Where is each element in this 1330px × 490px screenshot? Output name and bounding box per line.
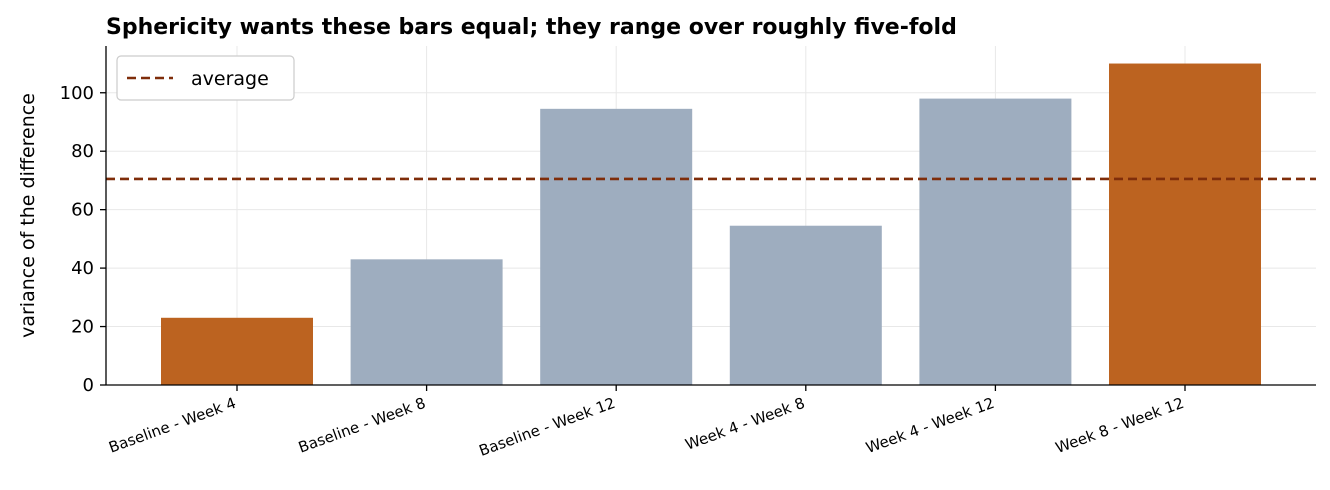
legend-label-average: average <box>191 68 269 90</box>
bar-4 <box>729 225 882 385</box>
x-tick-label: Week 4 - Week 8 <box>683 394 807 454</box>
bars <box>161 63 1261 385</box>
bar-1 <box>161 317 313 385</box>
bar-6 <box>1109 63 1261 385</box>
x-tick-label: Baseline - Week 4 <box>106 394 238 457</box>
legend: average <box>116 55 295 101</box>
bar-3 <box>540 108 693 385</box>
y-tick-label: 100 <box>60 83 94 104</box>
axes <box>105 46 1316 386</box>
legend-box <box>116 55 295 101</box>
y-tick-label: 0 <box>83 375 94 396</box>
bar-5 <box>919 98 1072 385</box>
x-tick-label: Baseline - Week 12 <box>477 394 618 460</box>
y-tick-label: 40 <box>71 258 94 279</box>
y-axis-label: variance of the difference <box>17 93 39 338</box>
y-tick-label: 20 <box>71 317 94 338</box>
y-tick-label: 80 <box>71 141 94 162</box>
x-tick-label: Baseline - Week 8 <box>296 394 428 457</box>
x-tick-label: Week 4 - Week 12 <box>863 394 996 457</box>
x-tick-label: Week 8 - Week 12 <box>1053 394 1186 457</box>
y-ticks: 0 20 40 60 80 100 <box>60 83 106 396</box>
x-ticks: Baseline - Week 4 Baseline - Week 8 Baseli… <box>106 385 1186 460</box>
y-tick-label: 60 <box>71 200 94 221</box>
chart-title: Sphericity wants these bars equal; they … <box>106 15 957 40</box>
bar-2 <box>350 259 503 385</box>
